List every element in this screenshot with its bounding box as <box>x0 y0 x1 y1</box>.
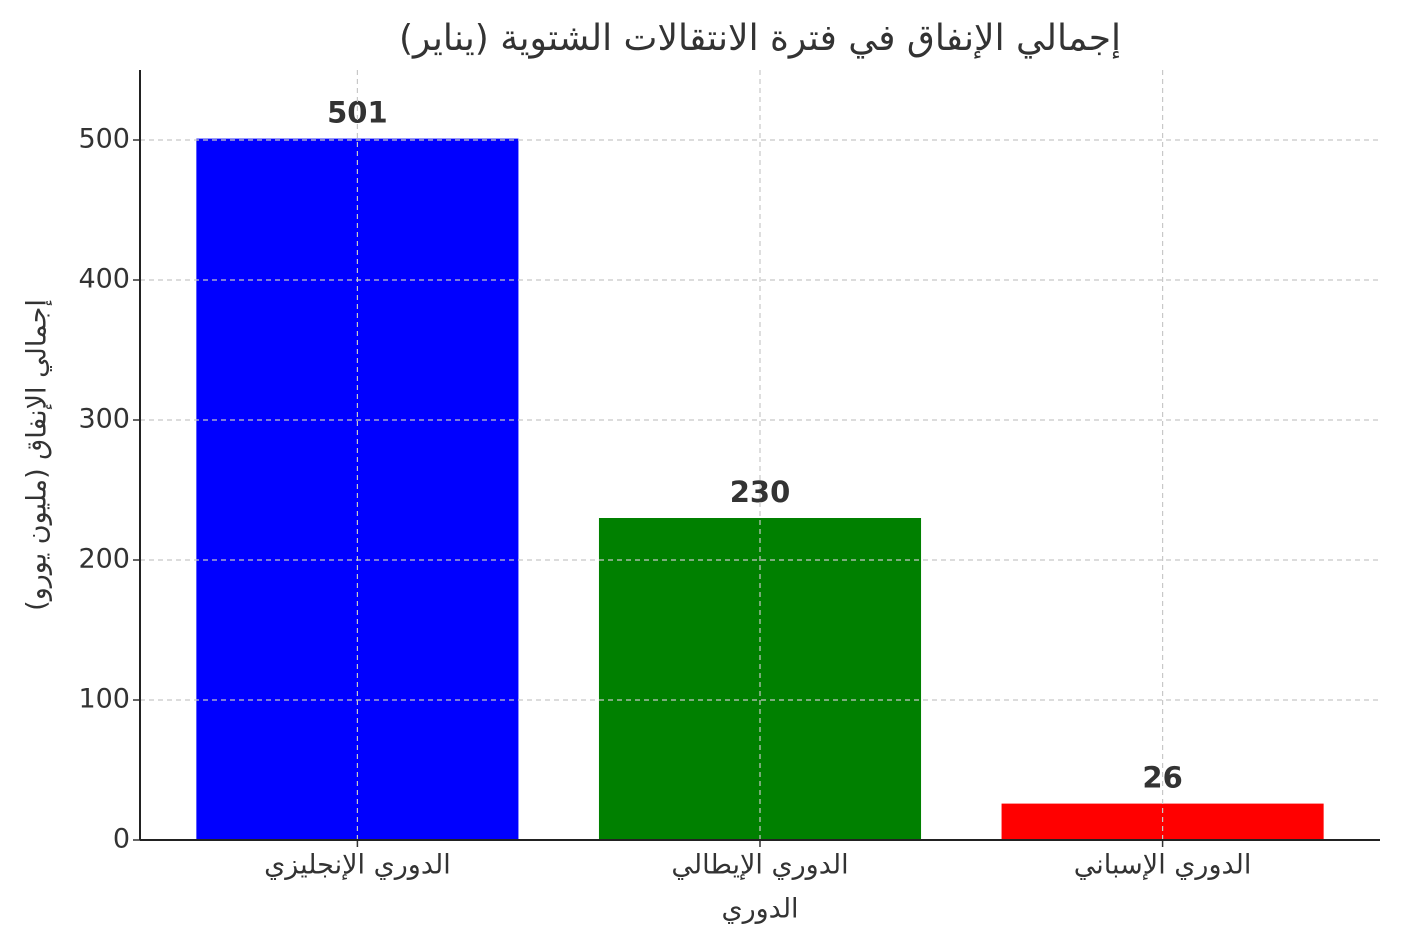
y-tick-label: 100 <box>78 684 130 715</box>
x-tick-label: الدوري الإيطالي <box>671 850 848 881</box>
y-tick-label: 0 <box>113 824 130 855</box>
y-tick-label: 200 <box>78 544 130 575</box>
x-tick-label: الدوري الإسباني <box>1074 850 1252 881</box>
bar <box>196 138 519 841</box>
y-axis-label: إجمالي الإنفاق (مليون يورو) <box>22 299 53 611</box>
y-tick-label: 400 <box>78 264 130 295</box>
y-tick-label: 300 <box>78 404 130 435</box>
x-tick-label: الدوري الإنجليزي <box>264 850 451 881</box>
x-axis-label: الدوري <box>721 894 798 925</box>
y-tick-label: 500 <box>78 124 130 155</box>
bar <box>598 518 922 840</box>
chart-title: إجمالي الإنفاق في فترة الانتقالات الشتوي… <box>399 18 1121 59</box>
